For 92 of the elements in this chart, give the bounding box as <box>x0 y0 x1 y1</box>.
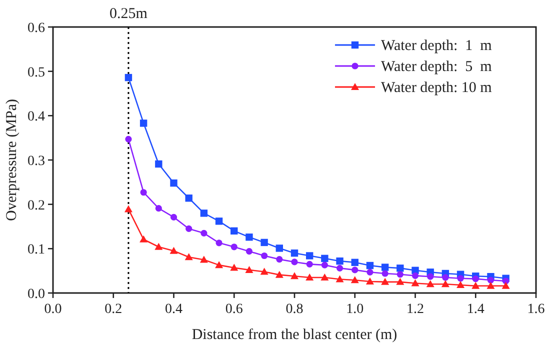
point <box>381 264 389 271</box>
x-tick-label: 0.0 <box>44 302 62 317</box>
point <box>124 205 132 212</box>
x-tick-label: 1.4 <box>466 302 484 317</box>
point <box>426 280 434 288</box>
point <box>215 261 224 268</box>
point <box>184 253 193 260</box>
point <box>306 260 313 268</box>
point <box>245 266 254 273</box>
point <box>261 252 268 260</box>
point <box>441 280 450 288</box>
point <box>366 262 374 270</box>
point <box>306 252 314 260</box>
point <box>230 227 238 235</box>
point <box>170 179 178 187</box>
point <box>155 205 162 212</box>
point <box>366 277 374 284</box>
y-tick-label: 0.5 <box>28 65 45 80</box>
point <box>276 244 284 252</box>
point <box>306 273 314 280</box>
point <box>396 271 404 278</box>
legend-label: Water depth: 5 m <box>381 59 492 75</box>
point <box>200 256 208 263</box>
point <box>457 275 464 282</box>
x-tick-label: 1.2 <box>406 302 424 317</box>
y-tick-label: 0.0 <box>28 287 45 302</box>
point <box>290 250 298 257</box>
point <box>396 278 404 285</box>
point <box>336 264 344 272</box>
point <box>170 214 178 220</box>
point <box>275 270 284 278</box>
point <box>246 248 253 255</box>
point <box>260 238 268 246</box>
point <box>125 136 132 142</box>
point <box>215 218 223 225</box>
point <box>155 160 162 168</box>
point <box>185 194 192 202</box>
point <box>290 272 298 280</box>
y-tick-label: 0.2 <box>28 198 45 214</box>
point <box>154 242 163 250</box>
point <box>366 268 374 276</box>
point <box>230 264 238 271</box>
point <box>352 266 358 274</box>
point <box>276 256 283 263</box>
point <box>200 210 208 217</box>
point <box>216 240 222 246</box>
x-axis-title: Distance from the blast center (m) <box>192 327 398 343</box>
point <box>291 258 298 266</box>
legend-label: Water depth: 10 m <box>381 80 492 96</box>
legend-label: Water depth: 1 m <box>381 38 492 54</box>
point <box>260 268 268 275</box>
point <box>427 273 434 280</box>
x-tick-label: 1.0 <box>346 302 364 317</box>
y-tick-label: 0.1 <box>28 242 45 258</box>
y-tick-label: 0.6 <box>28 21 45 36</box>
point <box>396 264 404 272</box>
point <box>336 257 344 265</box>
point <box>382 270 388 277</box>
point <box>230 244 238 250</box>
point <box>351 258 358 266</box>
point <box>246 234 253 241</box>
point <box>200 230 208 236</box>
x-tick-label: 1.6 <box>527 302 545 317</box>
point <box>336 275 344 282</box>
x-tick-label: 0.2 <box>104 302 122 317</box>
point <box>124 74 132 82</box>
x-tick-label: 0.6 <box>225 302 243 317</box>
point <box>320 273 329 280</box>
ref-line-label: 0.25m <box>110 6 148 22</box>
point <box>487 276 494 284</box>
y-tick-label: 0.4 <box>28 110 45 125</box>
point <box>456 281 465 288</box>
point <box>140 235 148 242</box>
point <box>411 279 420 286</box>
y-tick-label: 0.3 <box>28 154 45 169</box>
y-axis-title: Overpressure (MPa) <box>4 98 20 222</box>
point <box>472 276 479 282</box>
point <box>140 120 148 127</box>
point <box>502 282 510 289</box>
point <box>381 278 390 285</box>
point <box>472 282 480 289</box>
point <box>321 254 328 262</box>
x-tick-label: 0.4 <box>165 302 182 317</box>
point <box>170 246 178 254</box>
point <box>186 225 192 232</box>
x-tick-label: 0.8 <box>286 302 304 317</box>
point <box>321 262 328 268</box>
point <box>442 274 449 281</box>
point <box>486 282 495 289</box>
point <box>350 276 359 284</box>
point <box>412 272 419 280</box>
point <box>140 189 147 196</box>
